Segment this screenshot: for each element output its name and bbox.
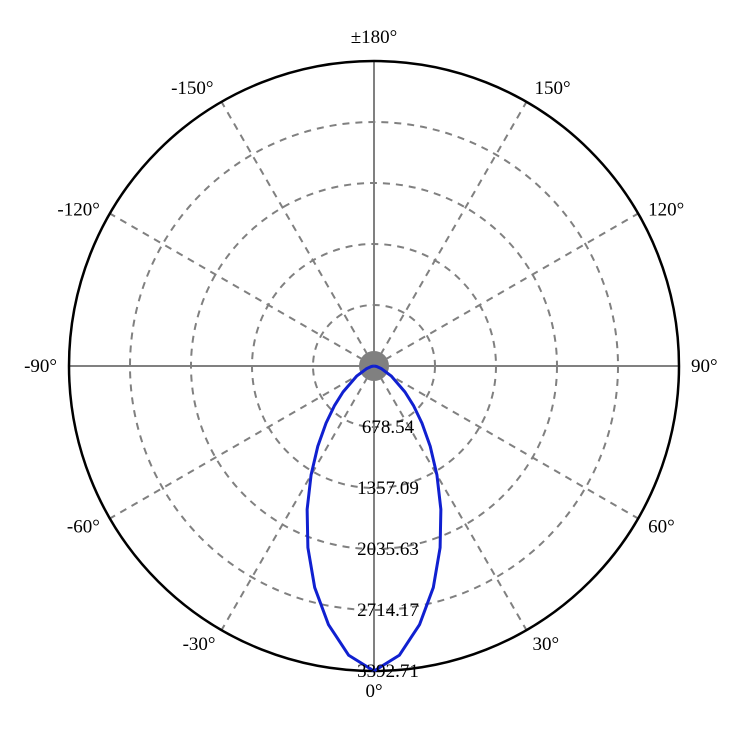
radial-label: 678.54: [362, 417, 415, 438]
angle-label: -150°: [171, 78, 213, 99]
grid-spoke: [374, 214, 638, 367]
grid-spoke: [110, 214, 374, 367]
angle-label: 60°: [648, 517, 675, 538]
angle-label: -120°: [57, 200, 99, 221]
angle-label: ±180°: [351, 27, 398, 48]
angle-label: 90°: [691, 356, 718, 377]
grid-spoke: [222, 102, 375, 366]
angle-label: 120°: [648, 200, 684, 221]
angle-label: -60°: [67, 517, 100, 538]
angle-label: 30°: [533, 634, 560, 655]
radial-label: 2035.63: [357, 539, 419, 560]
grid-spoke: [110, 366, 374, 519]
angle-label: -30°: [183, 634, 216, 655]
angle-label: 0°: [365, 681, 382, 702]
radial-label: 3392.71: [357, 661, 419, 682]
grid-spoke: [222, 366, 375, 630]
radial-label: 1357.09: [357, 478, 419, 499]
angle-label: 150°: [535, 78, 571, 99]
angle-label: -90°: [24, 356, 57, 377]
grid-spoke: [374, 102, 527, 366]
polar-chart: ±180° -150° 150° -120° 120° -90° 90° -60° 60° -30…: [0, 0, 748, 732]
radial-label: 2714.17: [357, 600, 419, 621]
